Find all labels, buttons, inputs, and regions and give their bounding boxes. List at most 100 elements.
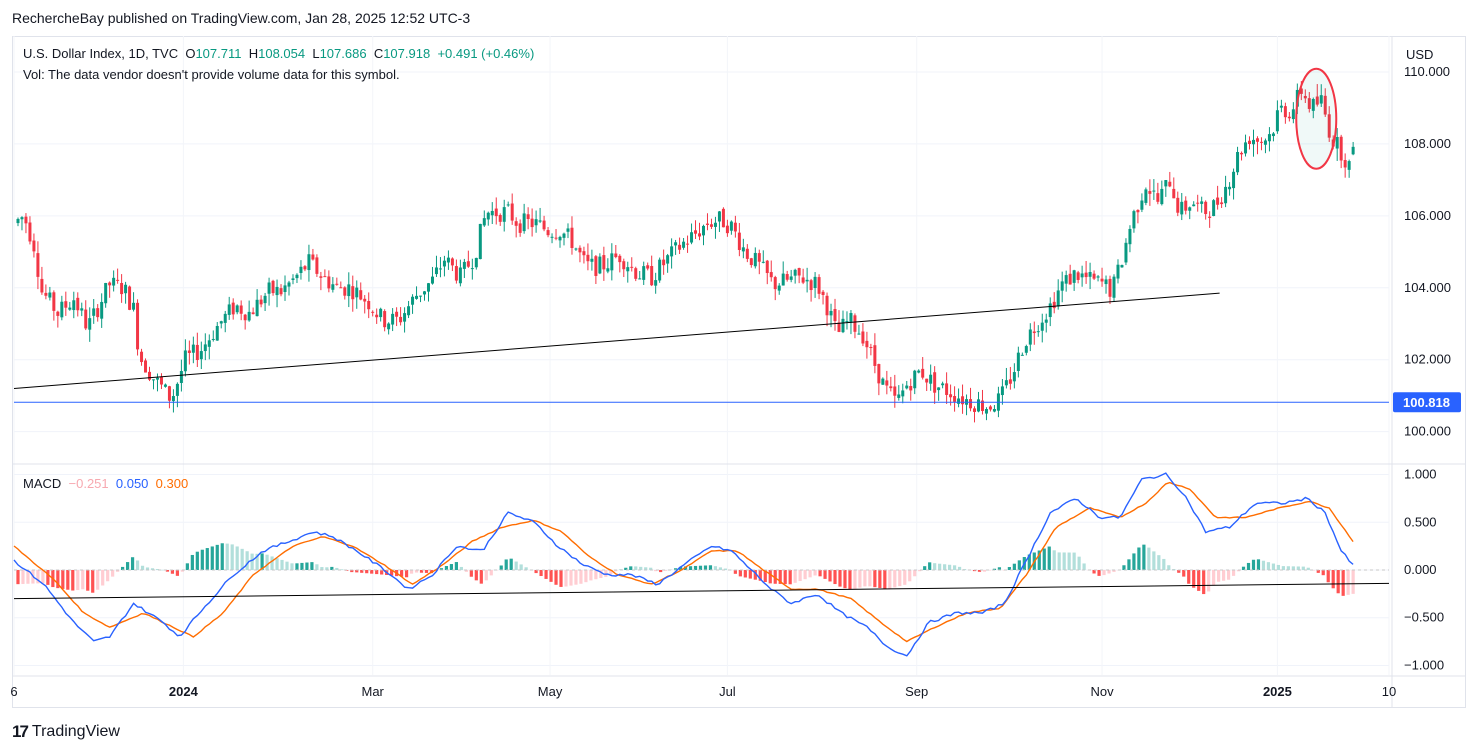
candle-body (546, 230, 550, 236)
candle-body (717, 211, 721, 222)
candle-body (395, 311, 399, 317)
macd-histogram-bar (1296, 566, 1300, 570)
candle-body (1072, 270, 1076, 283)
macd-histogram-bar (604, 570, 608, 577)
macd-histogram-bar (175, 570, 180, 576)
candle-body (1283, 106, 1287, 118)
candle-body (566, 228, 570, 232)
candle-body (594, 256, 598, 276)
macd-histogram-bar (868, 570, 872, 587)
candle-body (1271, 133, 1275, 137)
macd-histogram-bar (748, 570, 752, 579)
candle-body (1052, 301, 1056, 309)
macd-histogram-bar (121, 566, 125, 570)
candle-body (626, 267, 630, 272)
macd-histogram-bar (330, 566, 334, 570)
candle-body (367, 300, 371, 310)
candle-body (434, 267, 438, 275)
candle-body (905, 385, 909, 389)
macd-histogram-bar (908, 570, 912, 582)
candle-body (1088, 271, 1092, 277)
macd-histogram-bar (375, 570, 379, 575)
macd-histogram-bar (285, 561, 289, 570)
candle-body (809, 280, 813, 291)
candle-body (1012, 372, 1016, 382)
macd-histogram-bar (479, 570, 483, 584)
macd-histogram-bar (155, 569, 160, 570)
macd-histogram-bar (1341, 570, 1345, 596)
candle-body (132, 302, 136, 310)
candle-body (375, 314, 379, 318)
candle-body (1224, 186, 1228, 204)
close-value: 107.918 (383, 46, 431, 61)
macd-tick-label: 0.500 (1404, 514, 1437, 529)
candle-body (602, 255, 606, 270)
candle-body (598, 256, 602, 274)
macd-histogram-bar (1052, 550, 1056, 570)
macd-histogram-bar (634, 566, 638, 570)
time-tick-label: 2024 (169, 684, 199, 699)
candle-body (1024, 346, 1028, 353)
candle-body (223, 313, 227, 323)
tradingview-logo[interactable]: 17 TradingView (12, 722, 120, 742)
macd-histogram-bar (1152, 551, 1156, 570)
candle-body (638, 278, 642, 280)
candle-body (542, 220, 546, 230)
candle-body (426, 283, 430, 292)
macd-histogram-bar (678, 566, 683, 570)
macd-histogram-bar (66, 570, 70, 590)
macd-histogram-bar (813, 570, 817, 576)
candle-body (379, 308, 383, 318)
macd-histogram-bar (1162, 558, 1166, 570)
macd-histogram-bar (305, 562, 309, 570)
candle-body (893, 386, 897, 396)
candle-body (1339, 136, 1343, 161)
macd-histogram-bar (1047, 546, 1051, 570)
macd-histogram-bar (489, 570, 493, 576)
macd-histogram-bar (1222, 570, 1226, 581)
candle-body (921, 368, 925, 378)
candle-body (96, 308, 100, 318)
candle-body (60, 301, 64, 318)
candle-body (1307, 98, 1311, 109)
candle-body (773, 277, 777, 290)
macd-histogram-bar (688, 566, 693, 570)
candle-body (917, 370, 921, 373)
macd-histogram-bar (693, 565, 698, 570)
macd-histogram-bar (1291, 566, 1295, 570)
candle-body (761, 261, 765, 263)
candle-body (925, 378, 929, 383)
candle-body (662, 259, 666, 266)
candle-body (1008, 379, 1012, 384)
candle-body (1172, 188, 1176, 199)
candle-body (399, 316, 403, 323)
candle-body (909, 386, 913, 391)
macd-histogram-bar (649, 567, 653, 570)
macd-histogram-bar (235, 546, 239, 570)
candle-body (199, 351, 203, 360)
candle-body (570, 227, 574, 249)
candle-body (454, 266, 458, 281)
macd-histogram-bar (708, 565, 713, 570)
macd-histogram-bar (250, 553, 254, 570)
macd-histogram-bar (464, 570, 468, 572)
macd-histogram-bar (783, 570, 787, 585)
macd-histogram-bar (997, 567, 1002, 570)
candle-body (20, 217, 24, 220)
macd-histogram-bar (718, 567, 723, 570)
macd-histogram-bar (195, 551, 199, 570)
candle-body (666, 255, 670, 264)
price-marker-label: 100.818 (1403, 395, 1450, 410)
macd-histogram-bar (1306, 567, 1310, 570)
time-tick-label: Nov (1090, 684, 1114, 699)
macd-histogram-bar (673, 568, 678, 570)
candle-body (885, 380, 889, 386)
macd-histogram-bar (340, 569, 344, 570)
macd-histogram-bar (1072, 552, 1076, 570)
macd-histogram-bar (41, 570, 45, 584)
candle-body (48, 292, 52, 298)
macd-histogram-bar (210, 546, 214, 570)
candle-body (187, 350, 191, 353)
macd-histogram-bar (1266, 562, 1271, 570)
